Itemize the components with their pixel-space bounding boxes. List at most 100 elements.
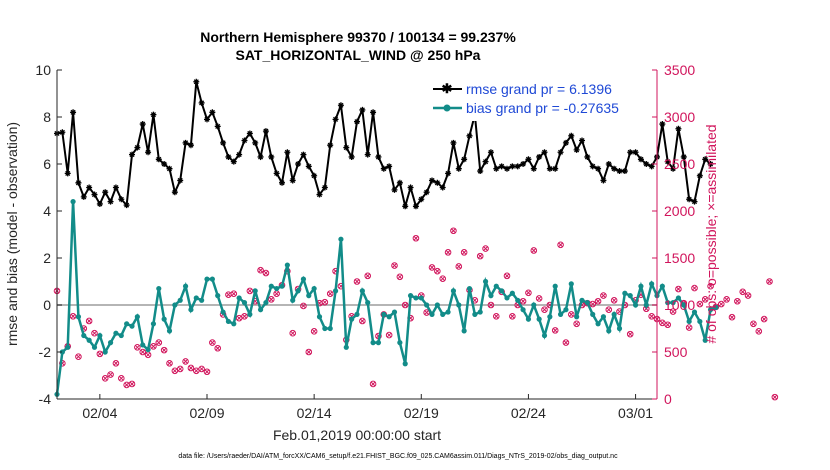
obs-point [509, 312, 516, 320]
rmse-point [627, 149, 634, 156]
y-tick-label-right: 1500 [664, 250, 695, 266]
y-tick-label-left: -2 [39, 344, 52, 360]
rmse-point [455, 165, 462, 172]
x-tick-label: 02/19 [404, 405, 439, 421]
rmse-point [605, 161, 612, 167]
bias-point [713, 304, 719, 310]
rmse-point [305, 163, 312, 170]
y-tick-label-right: 3500 [664, 62, 695, 78]
legend-bias-marker [443, 104, 451, 112]
obs-point [289, 329, 297, 337]
rmse-point [102, 189, 109, 196]
bias-point [70, 199, 76, 205]
obs-point [675, 285, 682, 293]
obs-point [739, 288, 747, 296]
bias-point [274, 285, 280, 292]
bias-point [541, 332, 548, 339]
rmse-point [321, 184, 328, 191]
obs-point [444, 249, 452, 256]
rmse-point [279, 179, 285, 186]
bias-point [574, 314, 580, 320]
obs-point [734, 297, 741, 305]
rmse-point [91, 191, 98, 198]
obs-point [439, 275, 447, 282]
bias-point [225, 318, 232, 325]
obs-point [728, 313, 736, 321]
bias-point [547, 314, 553, 320]
bias-point [91, 344, 98, 350]
bias-point [386, 314, 392, 320]
rmse-point [284, 149, 291, 156]
rmse-point [193, 78, 200, 85]
rmse-point [257, 153, 264, 160]
rmse-point [466, 132, 473, 139]
bias-point [606, 328, 612, 334]
bias-point [659, 283, 665, 289]
y-tick-label-right: 2000 [664, 203, 695, 219]
bias-point [182, 283, 189, 289]
obs-point [557, 241, 564, 249]
rmse-point [348, 153, 355, 160]
bias-point [466, 285, 473, 292]
obs-point [364, 272, 372, 280]
bias-point [632, 302, 639, 308]
rmse-point [396, 179, 403, 186]
obs-point [139, 348, 147, 356]
bias-point [450, 288, 457, 294]
rmse-point [230, 158, 237, 165]
obs-point [573, 320, 580, 328]
bias-point [520, 307, 526, 313]
bias-point [343, 344, 349, 350]
bias-point [424, 302, 430, 308]
x-tick-label: 02/24 [511, 405, 546, 421]
obs-point [209, 339, 216, 346]
rmse-point [461, 156, 468, 163]
obs-point [134, 344, 141, 351]
bias-point [697, 318, 703, 325]
rmse-point [407, 184, 414, 191]
rmse-point [96, 200, 103, 207]
obs-point [766, 278, 773, 285]
bias-point [413, 295, 419, 301]
y-axis-label-left: rmse and bias (model - observation) [4, 122, 20, 346]
rmse-point [198, 99, 205, 106]
bias-point [563, 307, 569, 313]
bias-point [284, 262, 290, 268]
obs-point [567, 311, 575, 318]
rmse-point [675, 125, 682, 132]
rmse-point [562, 139, 569, 146]
bias-point [391, 309, 398, 315]
bias-point [311, 285, 317, 292]
rmse-point [445, 170, 452, 177]
rmse-point [477, 168, 484, 175]
rmse-point [616, 168, 623, 175]
bias-point [241, 300, 248, 306]
obs-point [691, 284, 698, 292]
rmse-point [621, 168, 628, 175]
rmse-point [129, 151, 135, 158]
rmse-point [568, 132, 575, 139]
bias-point [107, 340, 114, 346]
bias-point [247, 311, 253, 317]
bias-point [691, 309, 698, 315]
obs-point [685, 324, 693, 331]
rmse-point [589, 163, 596, 170]
rmse-point [214, 123, 221, 130]
rmse-point [530, 165, 537, 172]
bias-point [397, 340, 403, 346]
rmse-point [236, 151, 243, 158]
obs-point [626, 330, 634, 338]
obs-point [321, 298, 329, 306]
rmse-point [498, 163, 505, 170]
obs-point [530, 247, 538, 254]
bias-series [54, 199, 719, 397]
rmse-point [364, 151, 371, 158]
rmse-point [134, 144, 141, 151]
bias-point [279, 283, 285, 289]
y-tick-label-left: 0 [43, 297, 51, 313]
obs-point [187, 364, 195, 372]
rmse-point [637, 156, 644, 163]
bias-point [204, 276, 210, 282]
bias-point [268, 283, 274, 289]
y-tick-label-left: 6 [43, 156, 51, 172]
